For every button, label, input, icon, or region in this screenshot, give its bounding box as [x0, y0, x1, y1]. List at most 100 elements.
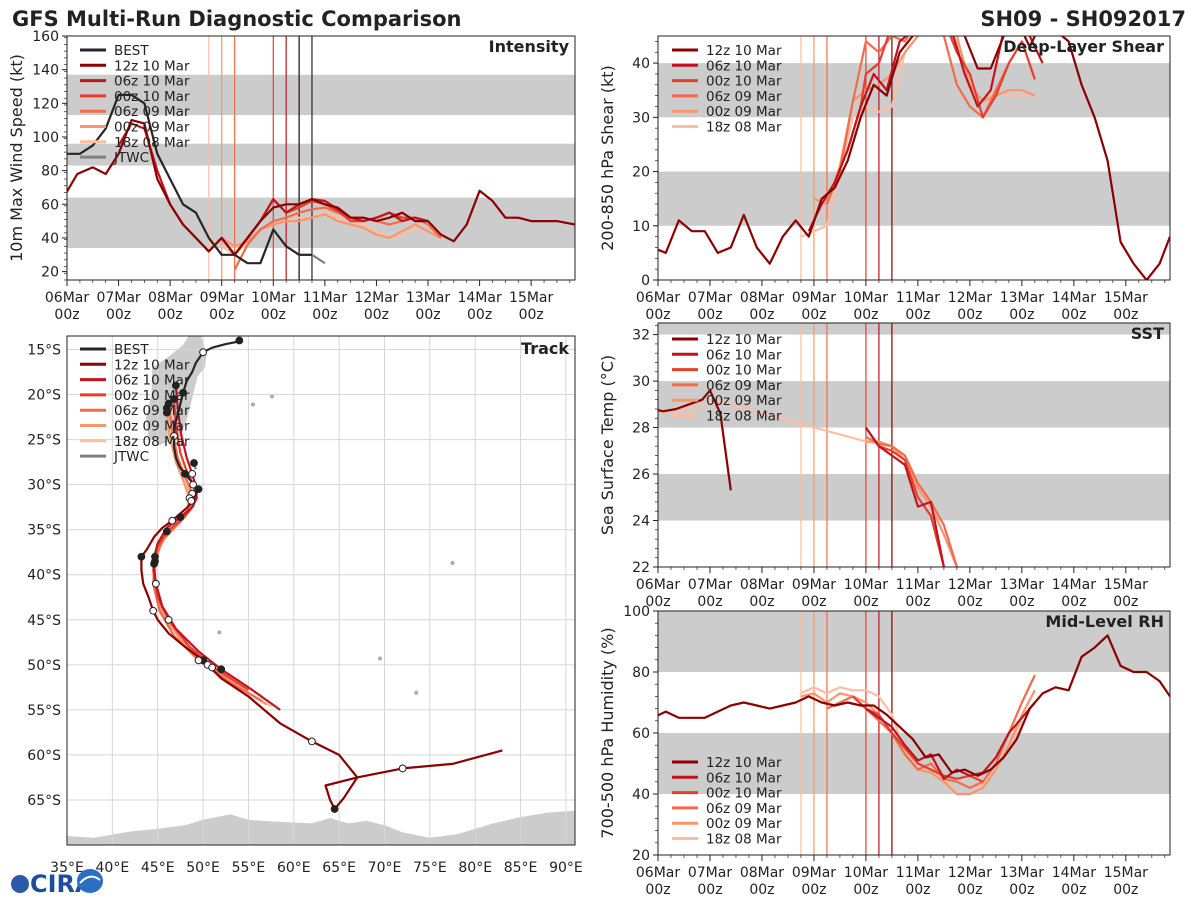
track-ytick-label: 25°S	[27, 433, 61, 449]
shear-series-12z10	[658, 36, 1170, 280]
intensity-xtick-sublabel: 00z	[364, 307, 389, 323]
track-marker-best	[235, 336, 244, 345]
rh-series-06z10	[865, 701, 1036, 780]
track-panel-title: Track	[521, 339, 569, 358]
sst-series-06z10	[864, 426, 945, 567]
shear-xtick-sublabel: 00z	[1009, 307, 1034, 323]
track-legend-label-12z10: 12z 10 Mar	[114, 357, 190, 373]
shear-xtick-sublabel: 00z	[853, 307, 878, 323]
intensity-xtick-sublabel: 00z	[312, 307, 337, 323]
logo-emblem-icon	[77, 869, 103, 893]
track-xtick-label: 75°E	[413, 860, 447, 876]
intensity-xtick-label: 07Mar	[96, 290, 140, 306]
rh-ylabel: 700-500 hPa Humidity (%)	[598, 627, 617, 838]
sst-legend-label-00z09: 00z 09 Mar	[706, 393, 782, 409]
shear-legend-label-00z10: 00z 10 Mar	[706, 74, 782, 90]
intensity-legend-label-jtwc: JTWC	[113, 150, 149, 166]
shear-xtick-sublabel: 00z	[1113, 307, 1138, 323]
sst-xtick-label: 10Mar	[844, 577, 888, 593]
sst-ytick-label: 22	[632, 560, 650, 576]
sst-legend-label-06z09: 06z 09 Mar	[706, 378, 782, 394]
track-marker-12z10	[194, 485, 203, 494]
sst-ytick-label: 26	[632, 467, 650, 483]
sst-xtick-sublabel: 00z	[801, 594, 826, 610]
track-xtick-label: 40°E	[96, 860, 130, 876]
rh-legend-label-06z09: 06z 09 Mar	[706, 801, 782, 817]
track-marker-18z08	[162, 408, 171, 417]
island-marker	[270, 394, 275, 399]
intensity-xtick-sublabel: 00z	[467, 307, 492, 323]
shear-legend-label-12z10: 12z 10 Mar	[706, 43, 782, 59]
sst-panel-title: SST	[1131, 324, 1164, 343]
intensity-xtick-label: 10Mar	[251, 290, 295, 306]
track-xtick-label: 60°E	[277, 860, 311, 876]
track-ytick-label: 65°S	[27, 793, 61, 809]
sst-xtick-label: 08Mar	[740, 577, 784, 593]
figure-title: GFS Multi-Run Diagnostic Comparison	[12, 7, 461, 31]
intensity-legend-label-06z09: 06z 09 Mar	[114, 104, 190, 120]
shear-ytick-label: 20	[632, 165, 650, 181]
sst-ytick-label: 32	[632, 328, 650, 344]
logo-globe-icon	[11, 875, 29, 893]
sst-xtick-sublabel: 00z	[1009, 594, 1034, 610]
rh-band	[658, 611, 1170, 672]
track-marker-00z10	[164, 615, 173, 624]
intensity-band	[67, 143, 575, 166]
shear-ytick-label: 10	[632, 219, 650, 235]
shear-xtick-sublabel: 00z	[697, 307, 722, 323]
track-legend-label-jtwc: JTWC	[113, 449, 149, 465]
rh-panel-title: Mid-Level RH	[1045, 612, 1164, 631]
track-marker-00z10	[189, 480, 197, 489]
track-plot-area	[67, 336, 575, 845]
rh-xtick-sublabel: 00z	[697, 882, 722, 898]
sst-xtick-sublabel: 00z	[749, 594, 774, 610]
island-marker	[377, 656, 382, 661]
intensity-legend-label-best: BEST	[114, 43, 149, 59]
track-marker-06z10	[152, 579, 160, 588]
intensity-xtick-label: 08Mar	[148, 290, 192, 306]
sst-band	[658, 323, 1170, 335]
shear-legend-label-18z08: 18z 08 Mar	[706, 120, 782, 136]
track-marker-06z10	[176, 513, 185, 521]
sst-xtick-label: 12Mar	[948, 577, 992, 593]
intensity-legend-label-06z10: 06z 10 Mar	[114, 74, 190, 90]
cira-logo: CIRA	[11, 869, 103, 898]
shear-xtick-sublabel: 00z	[801, 307, 826, 323]
rh-legend-label-00z10: 00z 10 Mar	[706, 786, 782, 802]
intensity-xtick-sublabel: 00z	[415, 307, 440, 323]
shear-xtick-label: 11Mar	[896, 290, 940, 306]
track-marker-00z10	[170, 395, 178, 403]
track-marker-best	[179, 388, 188, 397]
track-xtick-label: 85°E	[504, 860, 538, 876]
shear-series-06z10	[807, 36, 1044, 232]
track-xtick-label: 70°E	[368, 860, 402, 876]
shear-xtick-label: 10Mar	[844, 290, 888, 306]
intensity-frame	[66, 35, 576, 281]
track-marker-best	[170, 432, 178, 440]
track-legend-label-00z10: 00z 10 Mar	[114, 388, 190, 404]
sst-band	[658, 381, 1170, 428]
rh-legend-label-06z10: 06z 10 Mar	[706, 770, 782, 786]
intensity-xtick-label: 13Mar	[406, 290, 450, 306]
rh-ytick-label: 80	[632, 665, 650, 681]
intensity-ytick-label: 100	[32, 130, 59, 146]
sst-ytick-label: 30	[632, 374, 650, 390]
rh-legend-label-12z10: 12z 10 Mar	[706, 755, 782, 771]
shear-legend-label-06z09: 06z 09 Mar	[706, 89, 782, 105]
track-xtick-label: 35°E	[50, 860, 84, 876]
intensity-ylabel: 10m Max Wind Speed (kt)	[7, 54, 26, 262]
rh-ytick-label: 60	[632, 726, 650, 742]
sst-xtick-label: 09Mar	[792, 577, 836, 593]
shear-xtick-label: 15Mar	[1104, 290, 1148, 306]
track-marker-18z08	[187, 496, 196, 505]
track-series-06z09	[152, 403, 263, 702]
track-xtick-label: 50°E	[186, 860, 220, 876]
rh-chart: 2040608010006Mar00z07Mar00z08Mar00z09Mar…	[598, 604, 1171, 898]
sst-xtick-sublabel: 00z	[905, 594, 930, 610]
shear-ytick-label: 0	[641, 273, 650, 289]
sst-xtick-sublabel: 00z	[957, 594, 982, 610]
rh-ytick-label: 100	[623, 604, 650, 620]
intensity-ytick-label: 120	[32, 96, 59, 112]
rh-xtick-sublabel: 00z	[1009, 882, 1034, 898]
track-legend-label-best: BEST	[114, 342, 149, 358]
